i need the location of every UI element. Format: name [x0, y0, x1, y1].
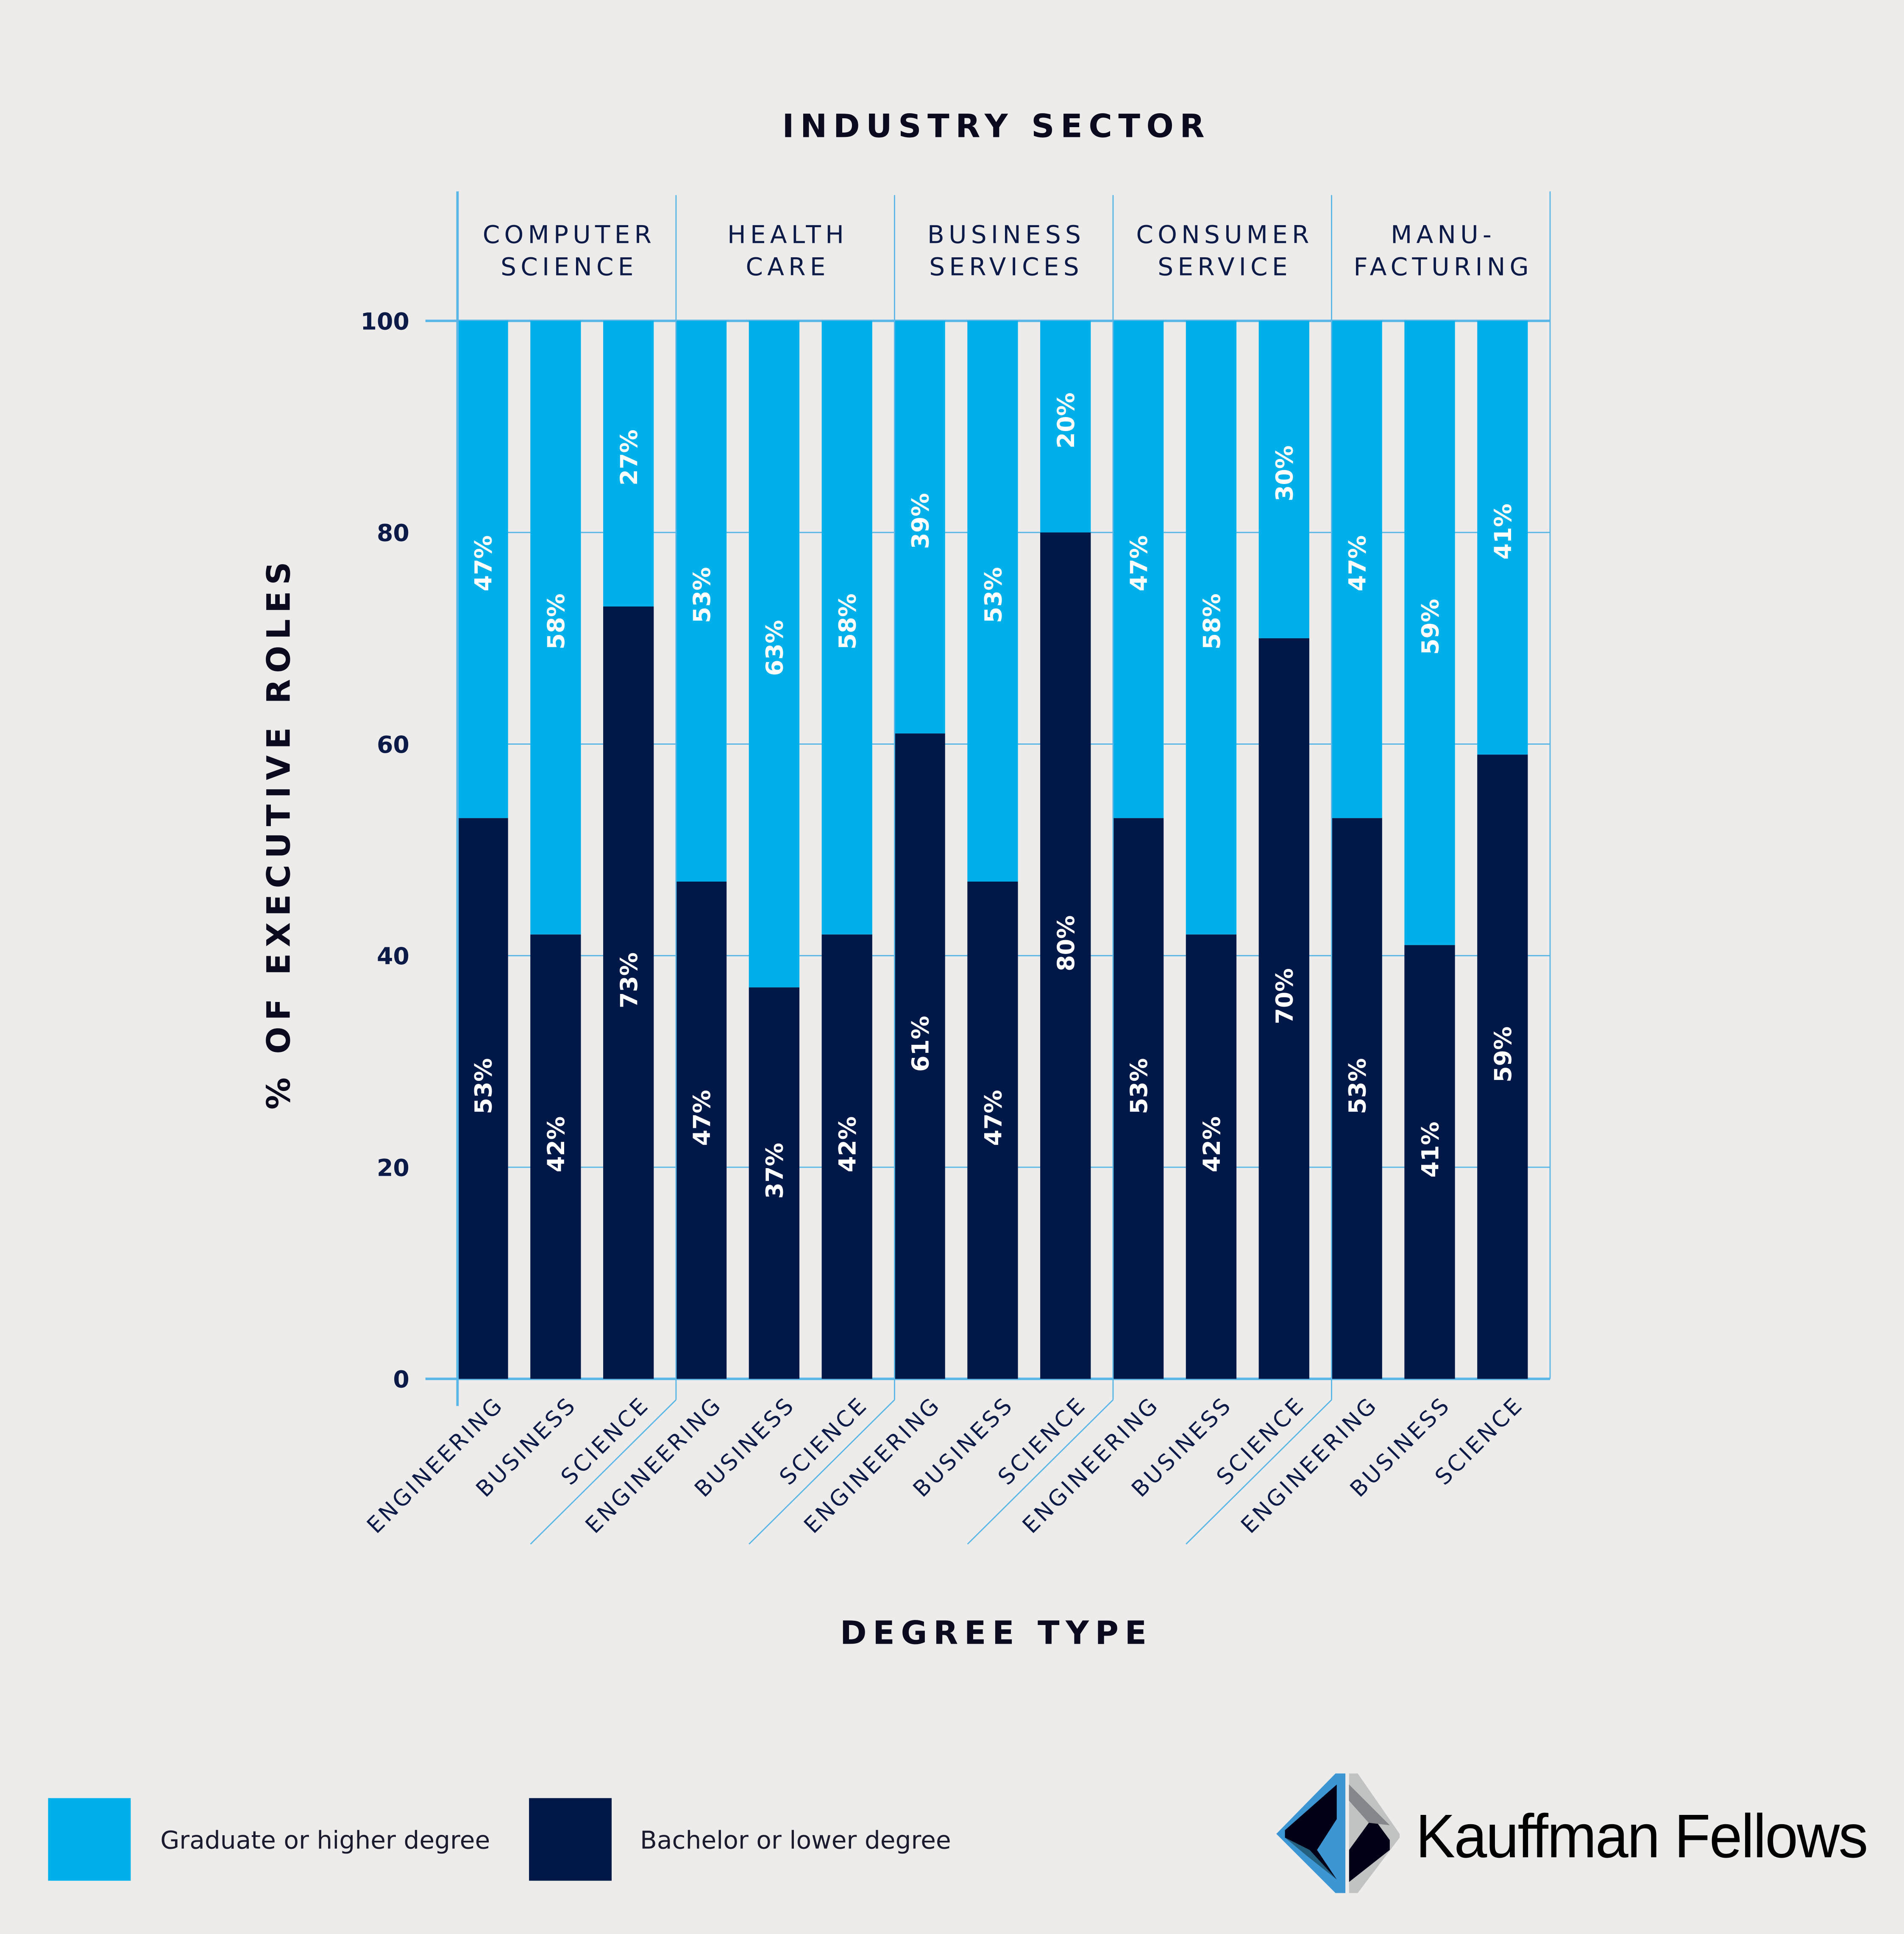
bar-graduate [821, 321, 872, 935]
x-tick-label: ENGINEERING [580, 1391, 727, 1539]
bar-graduate [530, 321, 581, 935]
sector-label: COMPUTER [483, 220, 656, 249]
bar-bachelor [749, 987, 800, 1379]
bar-graduate [1113, 321, 1164, 818]
data-label-bachelor: 53% [470, 1058, 497, 1114]
sector-label: SERVICES [929, 252, 1083, 281]
bar-bachelor [821, 934, 872, 1379]
data-label-graduate: 27% [616, 429, 643, 485]
sector-label: BUSINESS [927, 220, 1085, 249]
data-label-graduate: 47% [470, 535, 497, 591]
y-axis-title: % OF EXECUTIVE ROLES [260, 556, 298, 1110]
data-label-graduate: 30% [1272, 445, 1299, 501]
data-label-bachelor: 47% [980, 1090, 1007, 1146]
data-label-graduate: 47% [1344, 535, 1371, 591]
sector-label: MANU- [1391, 220, 1496, 249]
y-tick-label: 80 [377, 520, 409, 547]
y-tick-label: 20 [377, 1155, 409, 1182]
chart-title: INDUSTRY SECTOR [782, 108, 1211, 145]
data-label-bachelor: 53% [1344, 1058, 1371, 1114]
bar-bachelor [967, 882, 1018, 1379]
data-label-bachelor: 41% [1417, 1121, 1444, 1177]
bar-graduate [749, 321, 800, 988]
bar-graduate [1477, 321, 1528, 755]
data-label-bachelor: 80% [1053, 915, 1080, 971]
data-label-bachelor: 61% [907, 1016, 934, 1072]
bar-graduate [1331, 321, 1382, 818]
legend-label-graduate: Graduate or higher degree [160, 1826, 490, 1855]
bar-bachelor [530, 934, 581, 1379]
data-label-graduate: 20% [1053, 392, 1080, 448]
bar-bachelor [1404, 945, 1455, 1379]
bar-bachelor [1258, 638, 1309, 1379]
data-label-graduate: 58% [1199, 593, 1226, 649]
bar-graduate [457, 321, 508, 818]
data-label-graduate: 53% [980, 567, 1007, 623]
data-label-graduate: 41% [1490, 504, 1517, 559]
data-label-bachelor: 37% [762, 1143, 789, 1199]
data-label-graduate: 63% [762, 620, 789, 676]
data-label-graduate: 58% [543, 593, 570, 649]
data-label-bachelor: 42% [543, 1116, 570, 1172]
data-label-graduate: 58% [835, 593, 862, 649]
sector-label: CONSUMER [1136, 220, 1313, 249]
data-label-graduate: 47% [1126, 535, 1153, 591]
bar-bachelor [1477, 754, 1528, 1379]
sector-label: CARE [746, 252, 830, 281]
x-axis-title: DEGREE TYPE [840, 1614, 1153, 1652]
data-label-bachelor: 42% [1199, 1116, 1226, 1172]
bar-graduate [894, 321, 945, 734]
logo-text: Kauffman Fellows [1416, 1801, 1867, 1870]
sector-label: SCIENCE [501, 252, 638, 281]
legend-swatch-graduate [48, 1798, 131, 1881]
data-label-bachelor: 53% [1126, 1058, 1153, 1114]
legend-swatch-bachelor [529, 1798, 612, 1881]
bar-graduate [967, 321, 1018, 882]
sector-label: FACTURING [1353, 252, 1533, 281]
y-tick-label: 60 [377, 732, 409, 759]
x-tick-label: ENGINEERING [799, 1391, 946, 1539]
bar-bachelor [1040, 532, 1091, 1379]
legend-label-bachelor: Bachelor or lower degree [640, 1826, 951, 1855]
bar-graduate [1404, 321, 1455, 945]
y-tick-label: 40 [377, 943, 409, 970]
bar-graduate [603, 321, 654, 607]
x-tick-label: ENGINEERING [1236, 1391, 1383, 1539]
x-tick-label: ENGINEERING [1018, 1391, 1165, 1539]
data-label-bachelor: 73% [616, 952, 643, 1008]
bars [457, 321, 1528, 1379]
data-label-graduate: 39% [907, 493, 934, 549]
bar-graduate [1040, 321, 1091, 533]
bar-bachelor [603, 606, 654, 1379]
sector-label: SERVICE [1158, 252, 1292, 281]
bar-bachelor [1331, 818, 1382, 1379]
group-dividers [456, 191, 1551, 1545]
group-divider-diagonal [967, 1399, 1113, 1545]
bar-graduate [1258, 321, 1309, 638]
bar-bachelor [676, 882, 727, 1379]
group-divider-diagonal [749, 1399, 895, 1545]
kauffman-logo: Kauffman Fellows [1276, 1773, 1868, 1893]
legend: Graduate or higher degree Bachelor or lo… [48, 1798, 951, 1881]
bar-graduate [676, 321, 727, 882]
bar-bachelor [894, 733, 945, 1379]
data-label-graduate: 53% [689, 567, 716, 623]
data-label-bachelor: 59% [1490, 1027, 1517, 1082]
bar-bachelor [1186, 934, 1237, 1379]
x-tick-label: ENGINEERING [362, 1391, 509, 1539]
kauffman-hexagon-logo-icon [1276, 1773, 1400, 1893]
group-divider-diagonal [530, 1399, 676, 1545]
bar-bachelor [457, 818, 508, 1379]
bar-bachelor [1113, 818, 1164, 1379]
data-label-bachelor: 42% [835, 1116, 862, 1172]
bar-graduate [1186, 321, 1237, 935]
data-label-graduate: 59% [1417, 599, 1444, 655]
y-tick-label: 0 [393, 1366, 409, 1394]
data-label-bachelor: 47% [689, 1090, 716, 1146]
data-label-bachelor: 70% [1272, 968, 1299, 1024]
group-divider-diagonal [1186, 1399, 1332, 1545]
sector-label: HEALTH [727, 220, 848, 249]
y-tick-label: 100 [361, 308, 409, 335]
